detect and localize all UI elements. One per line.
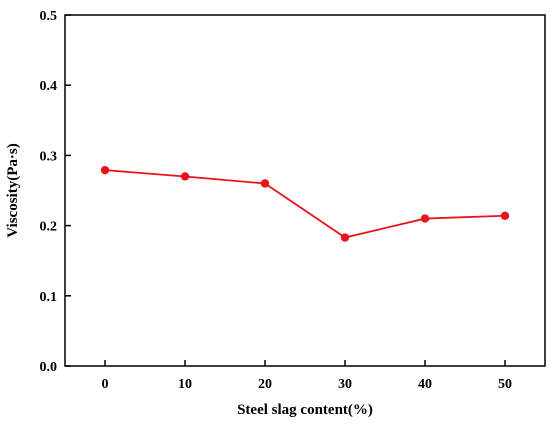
- x-axis-ticks: 0 10 20 30 40 50: [102, 360, 512, 392]
- x-tick-label: 10: [178, 377, 192, 392]
- data-point: [420, 214, 430, 223]
- x-tick-label: 0: [102, 377, 109, 392]
- y-tick-label: 0.3: [40, 149, 58, 164]
- plot-frame: [64, 14, 546, 367]
- x-tick-label: 40: [418, 377, 432, 392]
- y-tick-label: 0.2: [40, 220, 58, 235]
- x-tick-label: 50: [498, 377, 512, 392]
- y-tick-label: 0.5: [40, 9, 58, 24]
- data-point: [500, 211, 510, 220]
- data-point: [340, 233, 350, 242]
- y-tick-label: 0.1: [40, 290, 58, 305]
- data-point: [180, 172, 190, 181]
- series-line: [104, 169, 506, 239]
- x-tick-label: 30: [338, 377, 352, 392]
- y-tick-label: 0.0: [40, 360, 58, 375]
- x-axis-label: Steel slag content(%): [237, 402, 373, 418]
- y-axis-ticks: 0.0 0.1 0.2 0.3 0.4 0.5: [40, 9, 71, 375]
- y-axis-label: Viscosity(Pa·s): [5, 143, 21, 237]
- x-tick-label: 20: [258, 377, 272, 392]
- series-group: [100, 165, 510, 242]
- y-tick-label: 0.4: [40, 79, 58, 94]
- data-point: [100, 165, 110, 175]
- data-point: [260, 179, 270, 188]
